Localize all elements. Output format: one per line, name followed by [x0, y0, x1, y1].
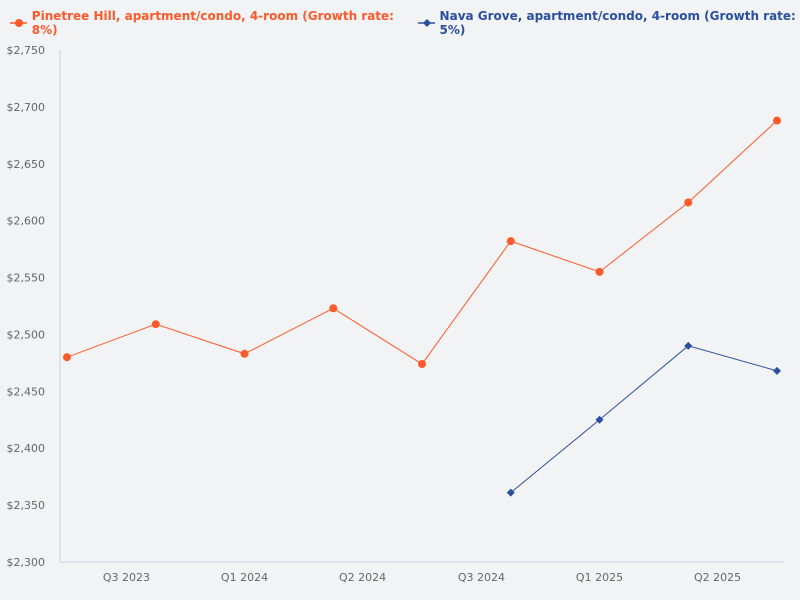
- y-tick-label: $2,450: [7, 385, 46, 398]
- y-tick-label: $2,750: [7, 44, 46, 57]
- legend: Pinetree Hill, apartment/condo, 4-room (…: [10, 9, 800, 37]
- legend-circle-marker-icon: [10, 19, 27, 27]
- legend-label: Pinetree Hill, apartment/condo, 4-room (…: [31, 9, 394, 37]
- legend-item-nava-grove[interactable]: Nava Grove, apartment/condo, 4-room (Gro…: [417, 9, 800, 37]
- x-tick-label: Q2 2025: [694, 571, 741, 584]
- y-tick-label: $2,500: [7, 328, 46, 341]
- y-tick-label: $2,300: [7, 556, 46, 569]
- data-point: [151, 320, 160, 329]
- data-point: [773, 366, 781, 375]
- data-point: [506, 488, 515, 497]
- data-point: [506, 237, 515, 246]
- data-point: [63, 353, 71, 362]
- series-group: [63, 116, 781, 497]
- data-point: [418, 360, 426, 369]
- x-tick-label: Q2 2024: [339, 571, 386, 584]
- legend-diamond-marker-icon: [417, 19, 435, 27]
- data-point: [684, 341, 693, 350]
- y-tick-label: $2,550: [7, 272, 46, 285]
- x-tick-label: Q3 2023: [103, 571, 150, 584]
- series-line-1: [510, 345, 778, 493]
- axes: $2,300 $2,350 $2,400 $2,450 $2,500 $2,550 $2,6…: [7, 44, 785, 584]
- x-tick-label: Q1 2024: [221, 571, 268, 584]
- y-tick-label: $2,600: [7, 215, 46, 228]
- legend-item-pinetree-hill[interactable]: Pinetree Hill, apartment/condo, 4-room (…: [10, 9, 398, 37]
- legend-label: Nava Grove, apartment/condo, 4-room (Gro…: [439, 9, 796, 37]
- data-point: [595, 415, 604, 424]
- y-tick-label: $2,650: [7, 158, 46, 171]
- y-tick-label: $2,400: [7, 442, 46, 455]
- y-tick-label: $2,350: [7, 499, 46, 512]
- x-tick-label: Q3 2024: [458, 571, 505, 584]
- data-point: [595, 267, 604, 276]
- data-point: [240, 349, 249, 358]
- data-point: [329, 304, 338, 313]
- x-tick-label: Q1 2025: [576, 571, 623, 584]
- data-point: [684, 198, 693, 207]
- series-line-0: [66, 120, 778, 365]
- data-point: [773, 116, 781, 125]
- y-tick-label: $2,700: [7, 101, 46, 114]
